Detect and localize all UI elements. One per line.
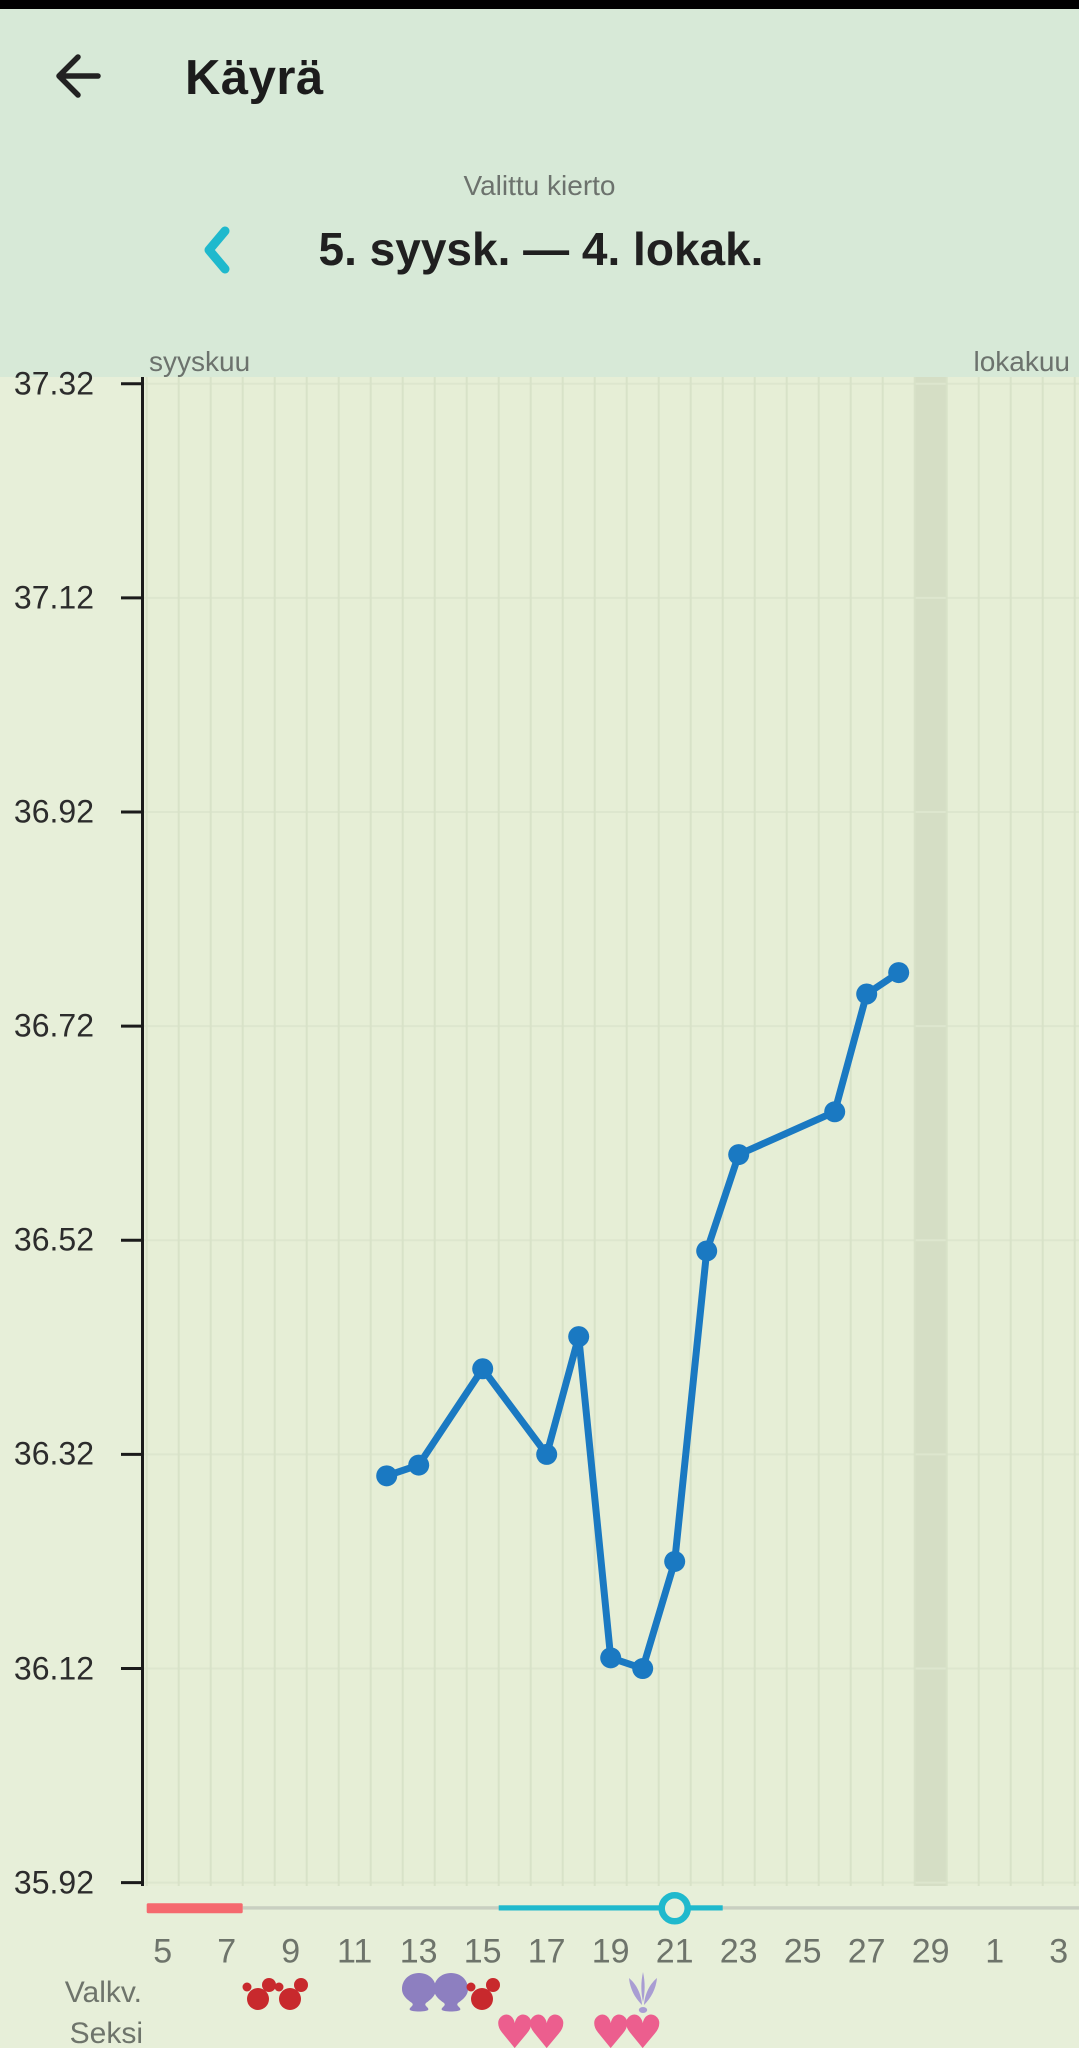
temperature-point: [696, 1240, 718, 1262]
x-tick-label: 23: [719, 1932, 758, 1971]
x-tick-label: 11: [337, 1932, 373, 1971]
temperature-point: [408, 1454, 430, 1476]
x-tick-label: 13: [399, 1932, 438, 1971]
x-tick-label: 17: [527, 1932, 566, 1971]
header-background: [0, 0, 1079, 377]
cycle-date-range: 5. syysk. — 4. lokak.: [318, 223, 764, 275]
x-tick-label: 3: [1049, 1932, 1069, 1971]
app-header: Käyrä: [0, 40, 1079, 120]
temperature-point: [472, 1358, 494, 1380]
chevron-left-icon: [204, 226, 230, 274]
y-tick-label: 36.12: [13, 1650, 94, 1687]
mucus-fan-icon: [395, 1969, 443, 2017]
temperature-point: [536, 1443, 558, 1465]
arrow-left-icon: [56, 54, 101, 98]
temperature-point: [376, 1465, 398, 1487]
temperature-point: [856, 983, 878, 1005]
temperature-point: [888, 962, 910, 984]
spotting-icon: [267, 1969, 315, 2017]
x-tick-label: 25: [783, 1932, 822, 1971]
y-tick-label: 37.12: [13, 579, 94, 616]
x-tick-label: 9: [281, 1932, 301, 1971]
month-label-october: lokakuu: [973, 346, 1070, 377]
mucus-fern-icon: [619, 1969, 667, 2017]
page-title: Käyrä: [185, 51, 324, 105]
today-highlight-column: [914, 377, 947, 1886]
temperature-point: [664, 1550, 686, 1572]
heart-icon: ♥: [494, 2005, 536, 2048]
x-tick-label: 5: [153, 1932, 173, 1971]
heart-icon: ♥: [526, 2005, 568, 2048]
previous-cycle-button[interactable]: [194, 226, 242, 274]
x-tick-label: 15: [463, 1932, 502, 1971]
y-tick-label: 36.32: [13, 1435, 94, 1472]
temperature-point: [728, 1144, 750, 1166]
y-tick-label: 36.72: [13, 1007, 94, 1044]
back-button[interactable]: [48, 48, 104, 104]
temperature-point: [600, 1647, 622, 1669]
mucus-fan-icon: [427, 1969, 475, 2017]
mucus-row-label: Valkv.: [64, 1976, 142, 2009]
x-tick-label: 21: [655, 1932, 694, 1971]
x-tick-label: 29: [911, 1932, 950, 1971]
x-tick-label: 1: [985, 1932, 1005, 1971]
sex-row-label: Seksi: [69, 2017, 143, 2048]
y-tick-label: 37.32: [13, 365, 94, 402]
temperature-point: [568, 1326, 590, 1348]
period-bar: [146, 1903, 243, 1914]
y-tick-label: 36.52: [13, 1221, 94, 1258]
y-tick-label: 35.92: [13, 1864, 94, 1901]
x-tick-label: 27: [847, 1932, 886, 1971]
status-bar: [0, 0, 1079, 9]
fertile-window-bar: [498, 1905, 723, 1911]
heart-icon: ♥: [590, 2005, 632, 2048]
spotting-icon: [459, 1969, 507, 2017]
month-label-september: syyskuu: [149, 346, 251, 377]
ovulation-ring: [658, 1892, 691, 1925]
selected-cycle-caption: Valittu kierto: [463, 170, 616, 201]
temperature-point: [632, 1658, 654, 1680]
heart-icon: ♥: [622, 2005, 664, 2048]
temperature-point: [824, 1101, 846, 1123]
x-tick-label: 19: [591, 1932, 630, 1971]
spotting-icon: [235, 1969, 283, 2017]
x-tick-label: 7: [217, 1932, 237, 1971]
y-tick-label: 36.92: [13, 793, 94, 830]
